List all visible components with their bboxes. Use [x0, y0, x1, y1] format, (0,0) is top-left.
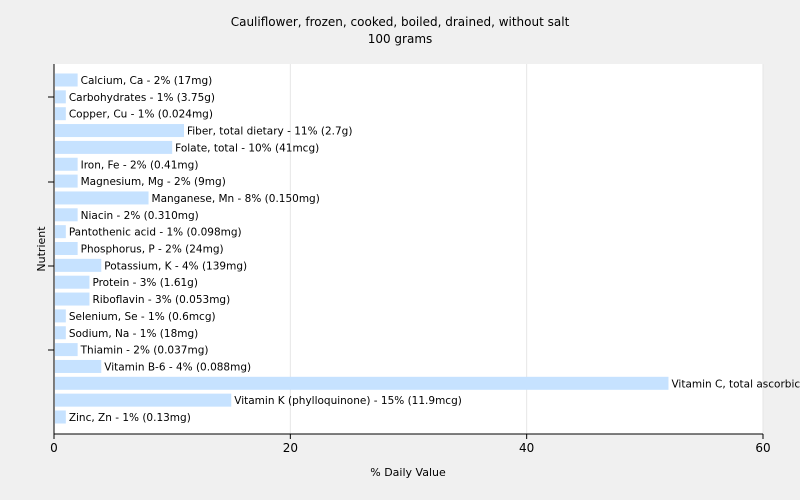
- bar-label: Folate, total - 10% (41mcg): [175, 142, 319, 154]
- bar: [55, 107, 66, 121]
- bar: [55, 242, 78, 255]
- chart-subtitle: 100 grams: [367, 32, 433, 46]
- y-axis-title: Nutrient: [35, 226, 48, 272]
- x-tick-label: 0: [50, 441, 58, 455]
- grid: [289, 64, 764, 434]
- bar: [55, 309, 66, 323]
- bar: [55, 208, 78, 222]
- bar-label: Pantothenic acid - 1% (0.098mg): [69, 227, 242, 239]
- x-tick-label: 60: [755, 441, 770, 455]
- bar: [55, 157, 78, 171]
- bar: [55, 326, 66, 340]
- bar: [55, 292, 90, 306]
- bar-label: Potassium, K - 4% (139mg): [104, 260, 247, 272]
- bar-label: Zinc, Zn - 1% (0.13mg): [69, 412, 191, 424]
- bar: [55, 376, 669, 390]
- bar-label: Vitamin C, total ascorbic acid - 52% (31…: [671, 378, 800, 390]
- bar-label: Protein - 3% (1.61g): [92, 277, 198, 289]
- axes: 0 20 40 60: [48, 64, 771, 455]
- x-axis-title: % Daily Value: [370, 466, 446, 479]
- bar: [55, 393, 232, 407]
- bar: [55, 410, 66, 424]
- bar-label: Manganese, Mn - 8% (0.150mg): [152, 193, 320, 205]
- bar: [55, 73, 78, 87]
- bar: [55, 225, 66, 239]
- bar-label: Carbohydrates - 1% (3.75g): [69, 92, 215, 104]
- bar-label: Calcium, Ca - 2% (17mg): [81, 75, 213, 87]
- chart-title: Cauliflower, frozen, cooked, boiled, dra…: [230, 15, 570, 29]
- bar-label: Sodium, Na - 1% (18mg): [69, 328, 198, 340]
- bar-label: Iron, Fe - 2% (0.41mg): [81, 159, 199, 171]
- bar-label: Thiamin - 2% (0.037mg): [80, 345, 209, 357]
- bar: [55, 275, 90, 289]
- bar: [55, 359, 102, 373]
- bar-label: Copper, Cu - 1% (0.024mg): [69, 109, 213, 121]
- bars: Calcium, Ca - 2% (17mg) Carbohydrates - 1…: [55, 73, 800, 424]
- bar-label: Magnesium, Mg - 2% (9mg): [81, 176, 226, 188]
- bar-label: Phosphorus, P - 2% (24mg): [81, 244, 224, 256]
- bar-label: Niacin - 2% (0.310mg): [81, 210, 199, 222]
- bar: [55, 343, 78, 357]
- bar: [55, 174, 78, 188]
- bar: [55, 90, 66, 104]
- bar: [55, 124, 184, 138]
- bar-label: Vitamin K (phylloquinone) - 15% (11.9mcg…: [234, 395, 462, 407]
- bar-label: Riboflavin - 3% (0.053mg): [92, 294, 230, 306]
- x-tick-label: 20: [283, 441, 298, 455]
- bar-label: Selenium, Se - 1% (0.6mcg): [69, 311, 216, 323]
- bar: [55, 191, 149, 205]
- bar-label: Vitamin B-6 - 4% (0.088mg): [104, 361, 251, 373]
- bar: [55, 140, 173, 154]
- x-tick-label: 40: [519, 441, 534, 455]
- bar-label: Fiber, total dietary - 11% (2.7g): [187, 126, 352, 138]
- bar: [55, 258, 102, 272]
